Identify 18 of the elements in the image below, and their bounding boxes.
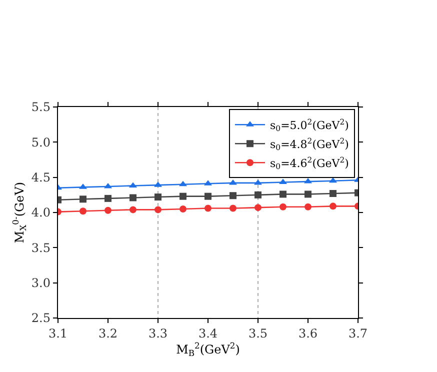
x-tick-label: 3.3 [148, 326, 168, 340]
y-tick-label: 3.5 [31, 240, 50, 255]
y-tick-label: 4.0 [31, 206, 50, 220]
x-tick-label: 3.6 [298, 326, 318, 340]
legend-label: s$_{0}$=5.0$^{2}$(GeV$^{2}$) [270, 117, 349, 134]
y-tick-label: 4.5 [31, 170, 50, 185]
x-tick-label: 3.7 [348, 326, 368, 340]
legend-label: s$_{0}$=4.8$^{2}$(GeV$^{2}$) [270, 136, 349, 152]
legend-label: s$_{0}$=4.6$^{2}$(GeV$^{2}$) [270, 155, 349, 172]
y-tick-label: 5.0 [31, 135, 50, 150]
y-tick-label: 5.5 [31, 100, 50, 114]
y-tick-label: 3.0 [31, 276, 50, 290]
x-tick-label: 3.5 [248, 326, 268, 340]
x-tick-label: 3.1 [48, 326, 68, 340]
y-tick-label: 2.5 [31, 311, 50, 326]
x-tick-label: 3.4 [198, 326, 218, 340]
x-axis-title: M$_{B}$$^{2}$(GeV$^{2}$) [176, 340, 240, 358]
x-tick-label: 3.2 [98, 326, 118, 340]
